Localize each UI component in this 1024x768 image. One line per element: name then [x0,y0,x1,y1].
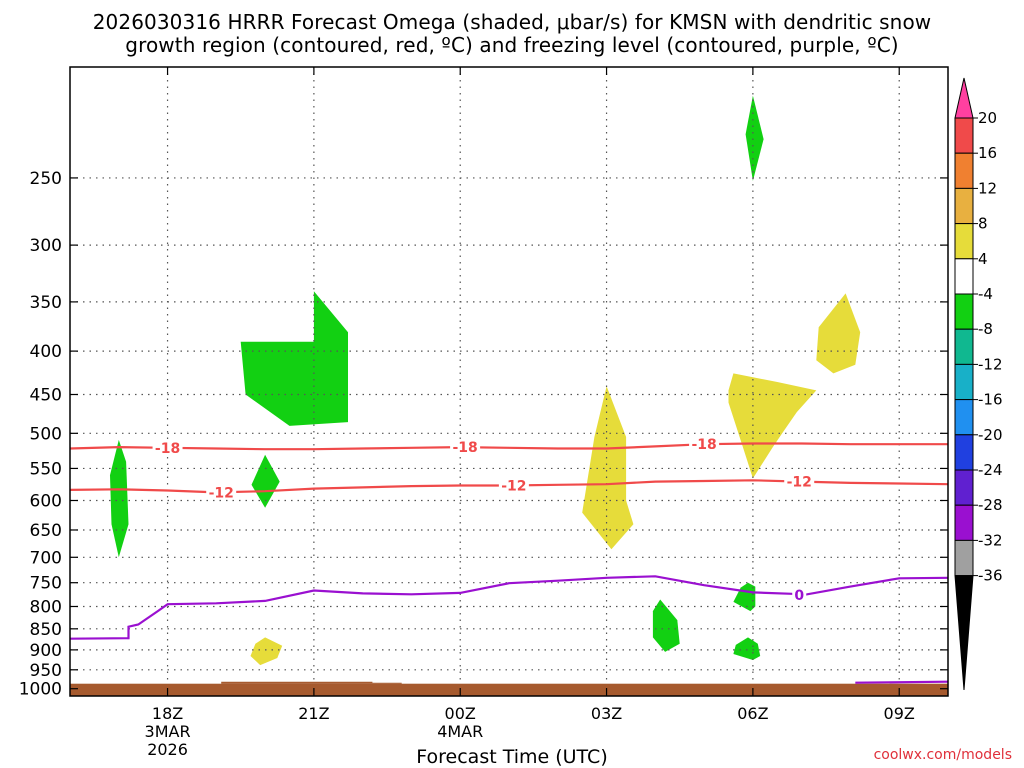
y-tick-label-650: 650 [30,521,62,541]
y-tick-label-600: 600 [30,491,62,511]
contour-label-1-3: -18 [691,437,716,453]
colorbar-segment-6 [954,293,974,330]
x-tick-label-21Z: 21Z [298,704,329,723]
omega-region-yellow-9 [728,373,817,479]
contour-label-bg-3-1 [792,587,807,602]
contour-label-1-2: -18 [452,440,477,456]
contour-label-bg-1-2 [450,440,481,455]
x-date-label-4MAR: 4MAR [437,722,483,741]
colorbar-label-12: -28 [978,496,1003,514]
omega-shading-layer [110,95,861,666]
y-tick-label-300: 300 [30,236,62,256]
contour-label-bg-2-2 [498,478,529,493]
x-year-label-2026: 2026 [147,740,188,759]
colorbar-top-arrow [954,77,974,119]
terrain-ground [70,683,948,696]
colorbar-label-10: -20 [978,426,1003,444]
omega-region-green-1 [110,439,129,558]
terrain-layer [70,680,949,696]
y-tick-label-250: 250 [30,169,62,189]
colorbar-label-9: -16 [978,391,1003,409]
colorbar-label-3: 12 [978,179,997,197]
colorbar-segment-11 [954,469,974,506]
contour-label-2-1: -12 [209,485,234,501]
contour-label-1-1: -18 [155,441,180,457]
colorbar-segment-12 [954,504,974,541]
omega-region-yellow-8 [582,386,634,550]
y-tick-label-700: 700 [30,548,62,568]
colorbar: 20 16 12 8 4 -4 -8 -12 -16 -20 -24 -28 -32 -36 [954,77,1003,691]
gridlines [70,67,948,696]
colorbar-bottom-arrow [954,575,974,691]
omega-region-green-7 [652,599,680,652]
x-tick-label-03Z: 03Z [591,704,622,723]
omega-region-yellow-10 [816,293,861,374]
contour-label-2-3: -12 [787,475,812,491]
y-tick-label-450: 450 [30,386,62,406]
omega-region-green-2 [240,291,348,426]
colorbar-segment-2 [954,152,974,189]
colorbar-label-6: -4 [978,285,993,303]
colorbar-label-7: -8 [978,320,993,338]
contour-label-3-1: 0 [794,588,804,604]
x-tick-label-09Z: 09Z [884,704,915,723]
colorbar-label-11: -24 [978,461,1003,479]
x-tick-label-00Z: 00Z [445,704,476,723]
contour-label-bg-1-3 [689,437,720,452]
omega-region-green-3 [251,454,280,508]
omega-region-green-6 [733,637,761,660]
colorbar-segment-8 [954,363,974,401]
terrain-bump [221,681,402,684]
y-tick-label-550: 550 [30,459,62,479]
colorbar-segment-4 [954,223,974,260]
contour-label-2-2: -12 [501,478,526,494]
colorbar-label-1: 20 [978,109,997,127]
freezing-level-surface [855,680,949,684]
colorbar-label-4: 8 [978,215,988,233]
colorbar-segment-13 [954,539,974,577]
contour-label-bg-1-1 [152,440,183,455]
axes: 2503003504004505005506006507007508008509… [19,66,949,759]
y-tick-label-350: 350 [30,293,62,313]
isotherm-layer: -18 -18 -18 -12 -12 -12 0 [69,437,949,640]
colorbar-segment-1 [954,117,974,154]
x-tick-label-06Z: 06Z [737,704,768,723]
chart-title-line-2: growth region (contoured, red, ºC) and f… [125,33,899,57]
x-date-label-3MAR: 3MAR [145,722,191,741]
credit-text: coolwx.com/models [873,747,1012,763]
freezing-level-line [69,575,949,640]
omega-region-green-5 [733,582,756,612]
y-tick-label-800: 800 [30,597,62,617]
y-tick-label-1000: 1000 [19,680,62,700]
y-tick-label-900: 900 [30,641,62,661]
y-tick-label-400: 400 [30,342,62,362]
plot-frame [69,66,949,697]
colorbar-label-2: 16 [978,144,997,162]
colorbar-label-8: -12 [978,355,1003,373]
chart-title-line-1: 2026030316 HRRR Forecast Omega (shaded, … [92,10,932,34]
colorbar-label-5: 4 [978,250,988,268]
y-tick-label-750: 750 [30,574,62,594]
colorbar-label-14: -36 [978,567,1003,585]
omega-region-yellow-11 [250,637,283,666]
omega-region-green-4 [745,95,764,181]
colorbar-segment-10 [954,434,974,471]
y-tick-label-850: 850 [30,620,62,640]
y-tick-label-950: 950 [30,661,62,681]
x-tick-label-18Z: 18Z [152,704,183,723]
y-tick-label-500: 500 [30,424,62,444]
contour-label-bg-2-3 [784,474,815,489]
colorbar-label-13: -32 [978,531,1003,549]
contour-label-bg-2-1 [206,485,237,500]
colorbar-segment-7 [954,328,974,365]
colorbar-segment-5 [954,258,974,295]
isotherm-line-minus18 [69,442,948,451]
colorbar-segment-9 [954,399,974,436]
x-axis-label: Forecast Time (UTC) [416,746,608,768]
colorbar-segment-3 [954,187,974,225]
